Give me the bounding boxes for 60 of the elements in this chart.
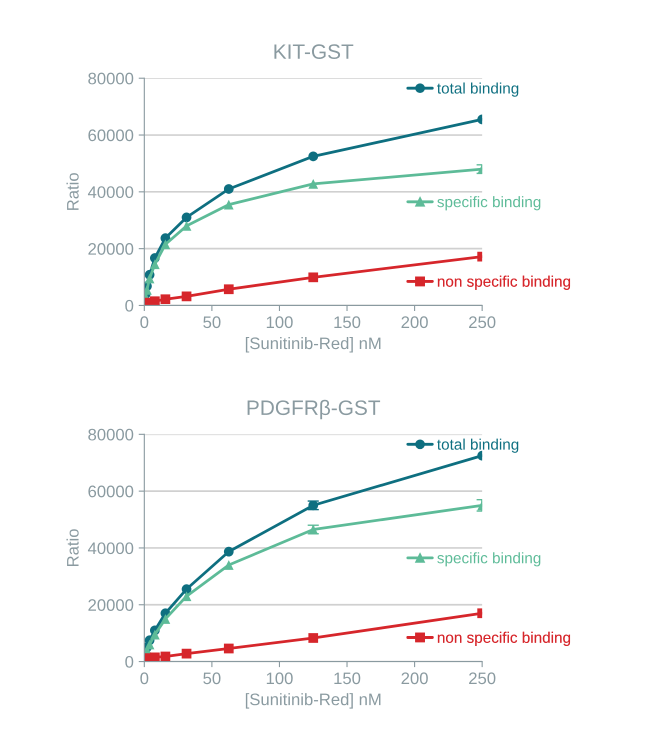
chart-title: PDGFRβ-GST (248, 400, 380, 420)
point (308, 272, 318, 282)
legend-label: specific binding (437, 196, 540, 210)
point (224, 644, 234, 654)
point (182, 584, 192, 594)
point (144, 274, 154, 284)
x-tick-label: 250 (469, 672, 496, 684)
point (182, 591, 192, 602)
point (150, 630, 160, 640)
point (182, 221, 192, 231)
y-axis-title: Ratio (66, 529, 79, 566)
legend-label: non specific binding (438, 276, 570, 290)
point (160, 240, 170, 250)
x-tick-label: 200 (402, 672, 428, 684)
point (160, 652, 170, 662)
x-tick-label: 100 (266, 672, 293, 684)
point (224, 200, 234, 210)
point (308, 151, 318, 162)
point (308, 179, 318, 189)
y-tick-label: 40000 (88, 186, 134, 198)
y-tick-label: 0 (125, 300, 134, 312)
y-tick-label: 40000 (88, 542, 134, 554)
y-tick-label: 80000 (88, 428, 134, 441)
legend-label: total binding (437, 82, 518, 97)
x-tick-label: 100 (266, 316, 293, 328)
legend-label: total binding (437, 438, 518, 453)
x-tick-label: 150 (334, 316, 360, 328)
point (224, 560, 234, 570)
point (150, 259, 160, 270)
x-tick-label: 0 (140, 672, 148, 684)
y-axis-title: Ratio (66, 173, 79, 210)
chart-title: KIT-GST (274, 44, 354, 59)
x-tick-label: 200 (402, 316, 428, 328)
point (160, 614, 170, 624)
y-tick-label: 20000 (88, 243, 134, 255)
y-tick-label: 60000 (88, 486, 134, 498)
point (182, 292, 192, 302)
point (150, 296, 160, 306)
x-tick-label: 150 (334, 672, 360, 684)
point (160, 294, 170, 304)
y-tick-label: 60000 (88, 129, 134, 142)
legend-label: non specific binding (438, 632, 570, 646)
x-tick-label: 50 (203, 672, 221, 684)
point (182, 648, 192, 658)
point (150, 652, 160, 662)
point (182, 212, 192, 222)
y-tick-label: 20000 (88, 599, 134, 611)
y-tick-label: 0 (125, 656, 134, 668)
y-tick-label: 80000 (88, 72, 134, 84)
point (224, 284, 234, 294)
x-axis-title: [Sunitinib-Red] nM (246, 336, 380, 352)
legend-label: specific binding (437, 552, 540, 566)
point (144, 640, 154, 650)
x-tick-label: 50 (203, 316, 221, 328)
point (224, 546, 234, 556)
x-axis-title: [Sunitinib-Red] nM (246, 693, 380, 709)
x-tick-label: 250 (469, 316, 496, 328)
point (308, 633, 318, 643)
point (224, 184, 234, 194)
x-tick-label: 0 (140, 316, 148, 328)
